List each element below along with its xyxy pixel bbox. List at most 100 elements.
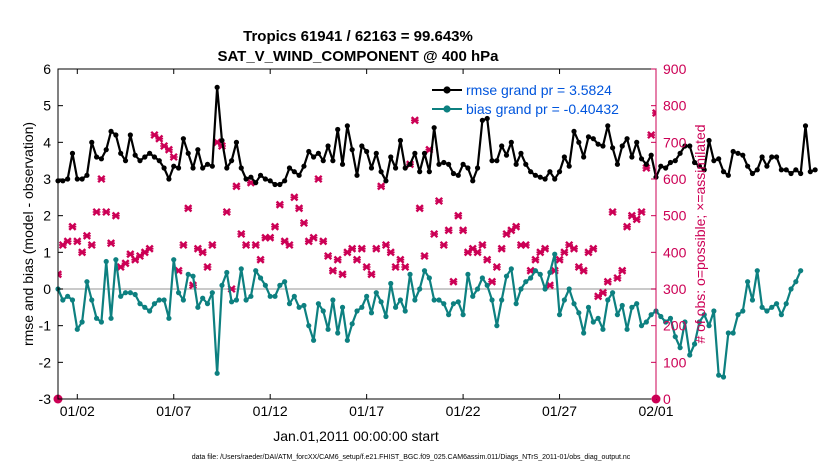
bias-point xyxy=(224,269,230,276)
obs-assimilated-point xyxy=(637,207,646,217)
rmse-point xyxy=(624,136,630,142)
rmse-point xyxy=(677,150,683,156)
rmse-point xyxy=(200,165,206,171)
rmse-point xyxy=(585,134,592,140)
rmse-point xyxy=(576,139,582,145)
bias-point xyxy=(397,297,404,303)
obs-assimilated-point xyxy=(314,174,323,184)
obs-assimilated-point xyxy=(92,207,101,217)
rmse-point xyxy=(605,123,611,129)
obs-assimilated-point xyxy=(410,116,419,125)
rmse-point xyxy=(547,169,553,175)
right-y-tick-label: 300 xyxy=(663,281,687,297)
bias-point xyxy=(368,310,375,316)
bias-point xyxy=(441,301,447,307)
legend-rmse-marker xyxy=(443,86,451,94)
bias-point xyxy=(701,312,707,318)
bias-point xyxy=(219,282,225,288)
obs-assimilated-point xyxy=(478,240,487,250)
rmse-point xyxy=(60,178,66,184)
rmse-point xyxy=(373,150,379,156)
bias-point xyxy=(344,337,350,343)
bias-point xyxy=(233,297,240,303)
bias-point xyxy=(793,279,799,285)
rmse-point xyxy=(359,143,365,149)
bias-point xyxy=(65,293,71,299)
bias-point xyxy=(354,308,360,314)
obs-assimilated-point xyxy=(618,266,627,275)
x-axis: 01/02 01/07 01/12 01/17 01/22 01/27 02/01 xyxy=(60,69,674,419)
rmse-point xyxy=(74,176,80,182)
obs-assimilated-point xyxy=(256,255,265,264)
obs-assimilated-point xyxy=(372,244,381,253)
right-y-tick-label: 100 xyxy=(663,354,687,370)
bias-point xyxy=(195,304,201,310)
rmse-point xyxy=(407,161,413,167)
rmse-point xyxy=(89,139,95,145)
bias-point xyxy=(378,299,384,305)
bias-point xyxy=(412,297,418,303)
left-y-tick-label: 1 xyxy=(43,244,51,260)
rmse-point xyxy=(277,181,283,188)
obs-assimilated-point xyxy=(208,240,217,250)
obs-assimilated-point xyxy=(492,262,501,272)
bias-point xyxy=(339,304,346,310)
rmse-point xyxy=(262,176,268,182)
obs-assimilated-point xyxy=(222,207,231,217)
right-y-tick-label: 700 xyxy=(663,134,687,150)
bias-point xyxy=(537,271,543,277)
rmse-point xyxy=(354,172,360,178)
rmse-point xyxy=(166,176,172,182)
left-y-axis-label: rmse and bias (model - observation) xyxy=(20,122,36,346)
obs-assimilated-point xyxy=(386,248,395,257)
obs-assimilated-point xyxy=(121,259,130,268)
obs-assimilated-point xyxy=(521,240,530,250)
bias-point xyxy=(142,304,148,310)
bias-point xyxy=(624,326,630,332)
rmse-point xyxy=(474,165,481,171)
rmse-point xyxy=(426,169,432,175)
bias-point xyxy=(204,301,211,307)
bias-point xyxy=(113,257,119,263)
bias-point xyxy=(648,312,654,318)
obs-x-stroke xyxy=(58,272,63,279)
bias-point xyxy=(460,312,466,318)
rmse-point xyxy=(161,165,167,171)
rmse-point xyxy=(69,150,76,156)
x-tick-label: 01/27 xyxy=(542,403,577,419)
bias-point xyxy=(238,266,244,272)
rmse-point xyxy=(484,115,490,122)
bias-point xyxy=(320,308,326,314)
rmse-point xyxy=(494,158,500,164)
rmse-point xyxy=(296,172,302,178)
obs-assimilated-point xyxy=(459,226,468,235)
obs-x-stroke xyxy=(651,108,656,115)
obs-assimilated-point xyxy=(324,251,333,261)
bias-point xyxy=(127,290,133,296)
obs-assimilated-point xyxy=(512,222,521,231)
rmse-point xyxy=(663,165,669,171)
obs-assimilated-point xyxy=(295,204,304,213)
bias-point xyxy=(431,297,437,303)
rmse-point xyxy=(537,174,543,180)
rmse-point xyxy=(84,172,90,178)
rmse-point xyxy=(730,148,736,155)
obs-assimilated-point xyxy=(251,240,260,250)
rmse-point xyxy=(248,174,254,180)
bias-point xyxy=(682,319,688,325)
bias-point xyxy=(687,352,693,358)
bias-point xyxy=(672,334,678,340)
rmse-point xyxy=(204,161,211,167)
rmse-point xyxy=(156,158,162,164)
bias-point xyxy=(69,297,76,303)
obs-assimilated-point xyxy=(87,240,96,250)
bias-point xyxy=(508,266,514,272)
bias-point xyxy=(291,293,297,299)
bias-point xyxy=(778,312,784,318)
obs-assimilated-point xyxy=(290,193,299,202)
rmse-point xyxy=(667,159,674,166)
rmse-point xyxy=(446,161,452,167)
bias-point xyxy=(691,341,698,347)
rmse-point xyxy=(701,167,707,173)
bias-point xyxy=(619,302,625,309)
